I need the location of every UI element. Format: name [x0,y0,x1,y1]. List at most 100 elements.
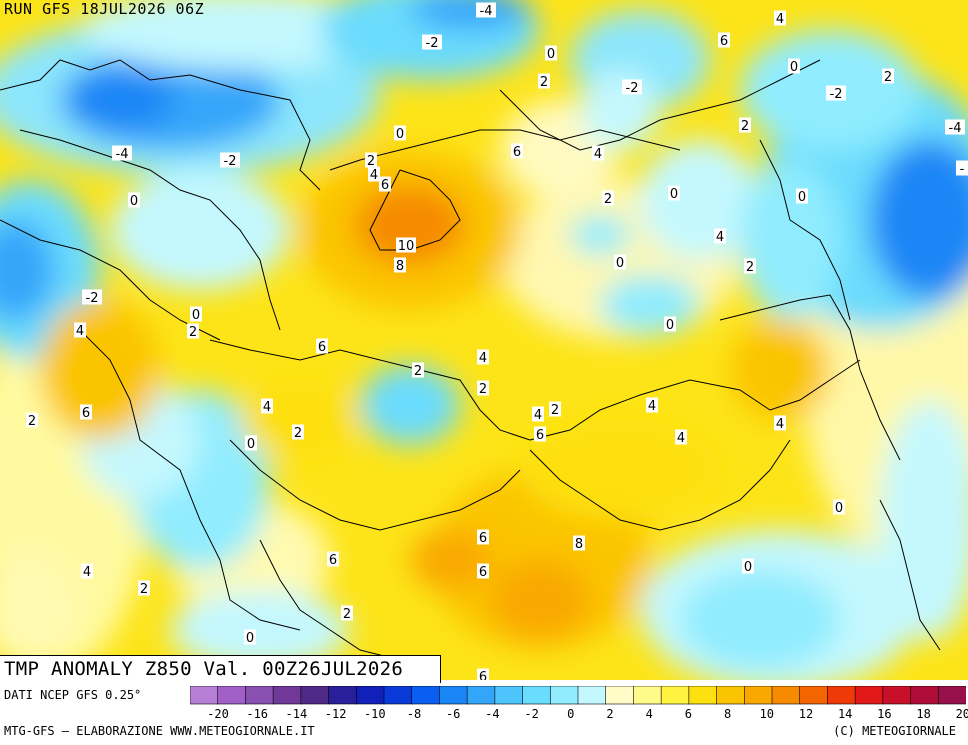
svg-text:6: 6 [479,531,487,546]
anomaly-field [0,0,968,680]
value-label: 0 [742,558,754,575]
svg-text:4: 4 [776,12,784,27]
value-label: 10 [396,237,416,254]
scale-tick-label: -8 [406,707,422,721]
value-label: 6 [477,563,489,580]
svg-text:-: - [960,162,965,177]
value-label: 4 [714,228,726,245]
scale-swatch [910,686,940,705]
svg-text:-2: -2 [626,81,639,96]
credit-left: MTG-GFS — ELABORAZIONE WWW.METEOGIORNALE… [4,724,315,738]
value-label: 2 [412,362,424,379]
scale-swatch [716,686,746,705]
svg-text:6: 6 [381,178,389,193]
svg-text:-4: -4 [116,147,129,162]
scale-swatch [633,686,662,705]
value-label: 4 [646,397,658,414]
color-scale-labels: -20 -16 -14 -12 -10 -8 -6 -4 -2 0 2 4 6 8 10 12 14 16 18 20 [190,707,968,723]
svg-text:0: 0 [744,560,752,575]
value-label: 4 [261,398,273,415]
value-label: 2 [138,580,150,597]
svg-text:2: 2 [540,75,548,90]
svg-text:6: 6 [329,553,337,568]
color-scale [190,686,966,705]
svg-text:2: 2 [294,426,302,441]
svg-text:2: 2 [746,260,754,275]
scale-swatch [383,686,413,705]
scale-tick-label: 2 [606,707,614,721]
value-label: 0 [664,316,676,333]
value-label: 2 [739,117,751,134]
scale-swatch [937,686,966,705]
scale-tick-label: 8 [723,707,732,721]
value-label: 2 [26,412,38,429]
svg-text:2: 2 [367,154,375,169]
scale-tick-label: -12 [324,707,347,721]
svg-text:2: 2 [343,607,351,622]
scale-swatch [799,686,829,705]
scale-swatch [827,686,856,705]
value-label: 6 [379,176,391,193]
svg-text:2: 2 [28,414,36,429]
value-label: -2 [826,85,846,102]
svg-text:-2: -2 [224,154,237,169]
scale-swatch [549,686,579,705]
scale-tick-label: -16 [246,707,269,721]
svg-text:6: 6 [318,340,326,355]
value-label: 0 [668,185,680,202]
svg-text:0: 0 [130,194,138,209]
svg-text:2: 2 [479,382,487,397]
svg-text:-4: -4 [480,4,493,19]
svg-text:0: 0 [246,631,254,646]
value-label: 6 [477,668,489,680]
svg-text:8: 8 [396,259,404,274]
value-label: 8 [394,257,406,274]
value-label: 6 [316,338,328,355]
value-label: 4 [774,415,786,432]
scale-swatch [190,686,219,705]
value-label: -4 [476,2,496,19]
value-label: 0 [190,306,202,323]
svg-text:2: 2 [414,364,422,379]
scale-tick-label: -4 [485,707,500,721]
svg-text:2: 2 [741,119,749,134]
credit-right: (C) METEOGIORNALE [833,724,956,738]
value-label: 4 [74,322,86,339]
svg-text:0: 0 [835,501,843,516]
value-label: 0 [614,254,626,271]
value-label: 4 [774,10,786,27]
value-label: 6 [511,143,523,160]
svg-text:-2: -2 [86,291,99,306]
svg-text:-2: -2 [830,87,843,102]
value-label: 4 [675,429,687,446]
value-label: 6 [327,551,339,568]
svg-text:0: 0 [798,190,806,205]
value-label: 4 [477,349,489,366]
scale-tick-label: 10 [759,707,775,721]
value-label: 0 [796,188,808,205]
value-label: -2 [622,79,642,96]
value-label: 2 [549,401,561,418]
svg-text:0: 0 [666,318,674,333]
scale-swatch [411,686,441,705]
value-label: 0 [788,58,800,75]
svg-text:-2: -2 [426,36,439,51]
scale-tick-label: 14 [837,707,853,721]
value-label: 2 [744,258,756,275]
value-label: 0 [394,125,406,142]
svg-text:4: 4 [370,168,378,183]
scale-swatch [355,686,385,705]
scale-tick-label: 6 [684,707,693,721]
scale-swatch [660,686,690,705]
scale-tick-label: -14 [285,707,308,721]
svg-text:4: 4 [263,400,271,415]
run-title: RUN GFS 18JUL2026 06Z [4,0,205,18]
value-label: -2 [422,34,442,51]
scale-swatch [328,686,358,705]
value-label: 6 [718,32,730,49]
scale-swatch [217,686,247,705]
scale-swatch [577,686,607,705]
svg-text:-4: -4 [949,121,962,136]
scale-swatch [466,686,496,705]
value-label: -4 [112,145,132,162]
